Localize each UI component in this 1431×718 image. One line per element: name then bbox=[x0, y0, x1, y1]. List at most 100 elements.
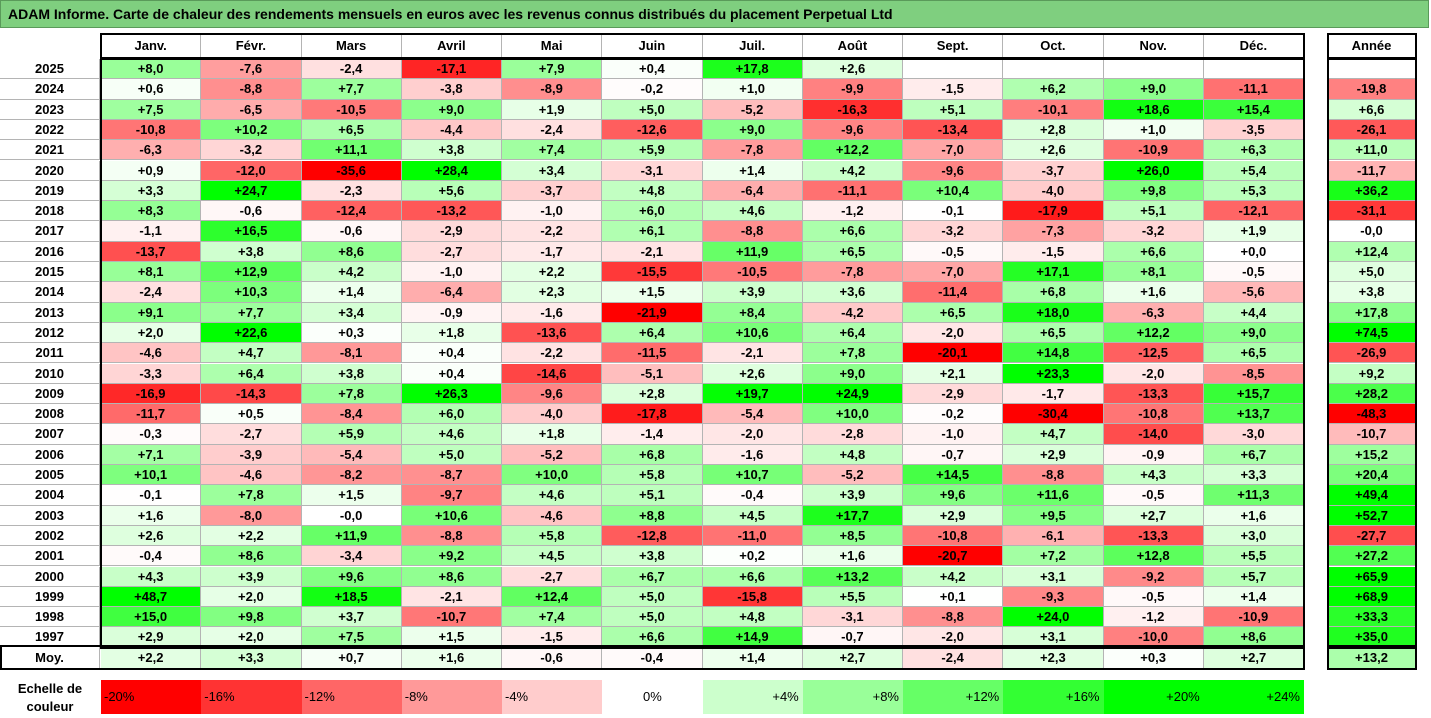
heatmap-cell: +5,0 bbox=[602, 586, 703, 608]
heatmap-cell: +1,5 bbox=[301, 485, 402, 506]
heatmap-cell: -5,4 bbox=[301, 444, 402, 465]
heatmap-cell: -13,4 bbox=[903, 119, 1004, 141]
heatmap-cell: +11,9 bbox=[702, 241, 803, 262]
row-year-label: 2015 bbox=[0, 262, 100, 283]
heatmap-cell: +28,4 bbox=[401, 160, 502, 181]
annual-cell: +11,0 bbox=[1328, 140, 1416, 161]
heatmap-cell: -10,8 bbox=[1103, 404, 1204, 425]
heatmap-cell: -0,0 bbox=[301, 505, 402, 526]
heatmap-cell: +0,5 bbox=[201, 404, 302, 425]
heatmap-cell: +1,0 bbox=[702, 79, 803, 100]
heatmap-cell: -0,4 bbox=[101, 546, 202, 567]
heatmap-cell: +0,2 bbox=[702, 546, 803, 567]
heatmap-cell: +8,3 bbox=[101, 201, 202, 222]
heatmap-cell: -16,3 bbox=[802, 99, 903, 120]
heatmap-cell: +3,8 bbox=[602, 546, 703, 567]
heatmap-cell: -9,2 bbox=[1103, 566, 1204, 587]
heatmap-cell: +4,6 bbox=[502, 485, 603, 506]
heatmap-cell: +7,5 bbox=[101, 99, 202, 120]
heatmap-cell: -3,7 bbox=[1003, 160, 1104, 181]
heatmap-cell: +9,0 bbox=[1103, 79, 1204, 100]
heatmap-cell: +5,6 bbox=[401, 180, 502, 202]
heatmap-cell: -11,5 bbox=[602, 343, 703, 364]
heatmap-cell: -8,5 bbox=[1203, 363, 1304, 384]
heatmap-cell: -2,9 bbox=[903, 383, 1004, 405]
heatmap-cell: +4,2 bbox=[301, 262, 402, 283]
heatmap-cell: -0,5 bbox=[1203, 262, 1304, 283]
heatmap-cell: +3,7 bbox=[301, 607, 402, 628]
heatmap-cell: -6,1 bbox=[1003, 525, 1104, 547]
heatmap-cell: +12,9 bbox=[201, 262, 302, 283]
heatmap-cell: +14,8 bbox=[1003, 343, 1104, 364]
color-scale-label: Echelle de couleur bbox=[0, 676, 100, 718]
heatmap-cell: +9,8 bbox=[201, 607, 302, 628]
heatmap-cell: +7,2 bbox=[1003, 546, 1104, 567]
heatmap-cell: +48,7 bbox=[101, 586, 202, 608]
heatmap-cell: +6,4 bbox=[602, 322, 703, 344]
heatmap-cell: -1,6 bbox=[502, 302, 603, 323]
heatmap-cell: -1,1 bbox=[101, 221, 202, 242]
heatmap-cell: +13,7 bbox=[1203, 404, 1304, 425]
heatmap-cell: +0,9 bbox=[101, 160, 202, 181]
heatmap-cell: +1,9 bbox=[1203, 221, 1304, 242]
annual-cell: +68,9 bbox=[1328, 586, 1416, 608]
heatmap-cell: +18,0 bbox=[1003, 302, 1104, 323]
heatmap-cell: +5,1 bbox=[602, 485, 703, 506]
heatmap-cell bbox=[903, 59, 1004, 80]
heatmap-cell: +4,2 bbox=[802, 160, 903, 181]
heatmap-cell: +2,6 bbox=[1003, 140, 1104, 161]
heatmap-cell: +4,5 bbox=[702, 505, 803, 526]
column-header: Juin bbox=[602, 34, 703, 59]
heatmap-cell: -2,2 bbox=[502, 343, 603, 364]
heatmap-cell: -13,2 bbox=[401, 201, 502, 222]
heatmap-cell: +3,6 bbox=[802, 282, 903, 303]
heatmap-cell: -1,7 bbox=[502, 241, 603, 262]
column-header: Févr. bbox=[201, 34, 302, 59]
color-scale-swatch: +16% bbox=[1003, 680, 1104, 714]
heatmap-cell: +4,6 bbox=[702, 201, 803, 222]
heatmap-cell: -0,4 bbox=[702, 485, 803, 506]
heatmap-cell: +11,6 bbox=[1003, 485, 1104, 506]
heatmap-cell: -20,1 bbox=[903, 343, 1004, 364]
heatmap-cell: +9,1 bbox=[101, 302, 202, 323]
row-year-label: 1998 bbox=[0, 607, 100, 628]
heatmap-cell: +10,7 bbox=[702, 465, 803, 486]
heatmap-cell: +12,2 bbox=[1103, 322, 1204, 344]
heatmap-cell: -12,6 bbox=[602, 119, 703, 141]
heatmap-cell: -8,9 bbox=[502, 79, 603, 100]
column-header: Nov. bbox=[1103, 34, 1204, 59]
heatmap-cell: -21,9 bbox=[602, 302, 703, 323]
heatmap-cell: -10,9 bbox=[1103, 140, 1204, 161]
heatmap-cell: +24,7 bbox=[201, 180, 302, 202]
heatmap-cell: -17,1 bbox=[401, 59, 502, 80]
heatmap-cell: +1,0 bbox=[1103, 119, 1204, 141]
heatmap-cell: -1,5 bbox=[1003, 241, 1104, 262]
row-year-label: 2003 bbox=[0, 505, 100, 526]
heatmap-cell: -14,3 bbox=[201, 383, 302, 405]
heatmap-cell: -8,4 bbox=[301, 404, 402, 425]
heatmap-cell: +6,5 bbox=[802, 241, 903, 262]
heatmap-cell: +6,7 bbox=[602, 566, 703, 587]
heatmap-cell: -14,0 bbox=[1103, 424, 1204, 445]
heatmap-cell: +10,2 bbox=[201, 119, 302, 141]
heatmap-cell: -3,2 bbox=[903, 221, 1004, 242]
heatmap-cell: +0,1 bbox=[903, 586, 1004, 608]
heatmap-cell: -13,6 bbox=[502, 322, 603, 344]
row-year-label: 2016 bbox=[0, 241, 100, 262]
heatmap-cell: +12,4 bbox=[502, 586, 603, 608]
heatmap-cell: -2,8 bbox=[802, 424, 903, 445]
heatmap-cell: +9,2 bbox=[401, 546, 502, 567]
heatmap-cell: +16,5 bbox=[201, 221, 302, 242]
heatmap-cell: +17,7 bbox=[802, 505, 903, 526]
heatmap-cell: +5,7 bbox=[1203, 566, 1304, 587]
heatmap-cell: -1,5 bbox=[502, 627, 603, 648]
heatmap-cell: -8,0 bbox=[201, 505, 302, 526]
heatmap-cell: +3,9 bbox=[802, 485, 903, 506]
annual-cell: +3,8 bbox=[1328, 282, 1416, 303]
heatmap-cell: -6,4 bbox=[401, 282, 502, 303]
heatmap-cell: -3,4 bbox=[301, 546, 402, 567]
heatmap-cell: +1,5 bbox=[602, 282, 703, 303]
row-year-label: 2024 bbox=[0, 79, 100, 100]
heatmap-cell: +6,6 bbox=[702, 566, 803, 587]
row-year-label: 2002 bbox=[0, 525, 100, 547]
